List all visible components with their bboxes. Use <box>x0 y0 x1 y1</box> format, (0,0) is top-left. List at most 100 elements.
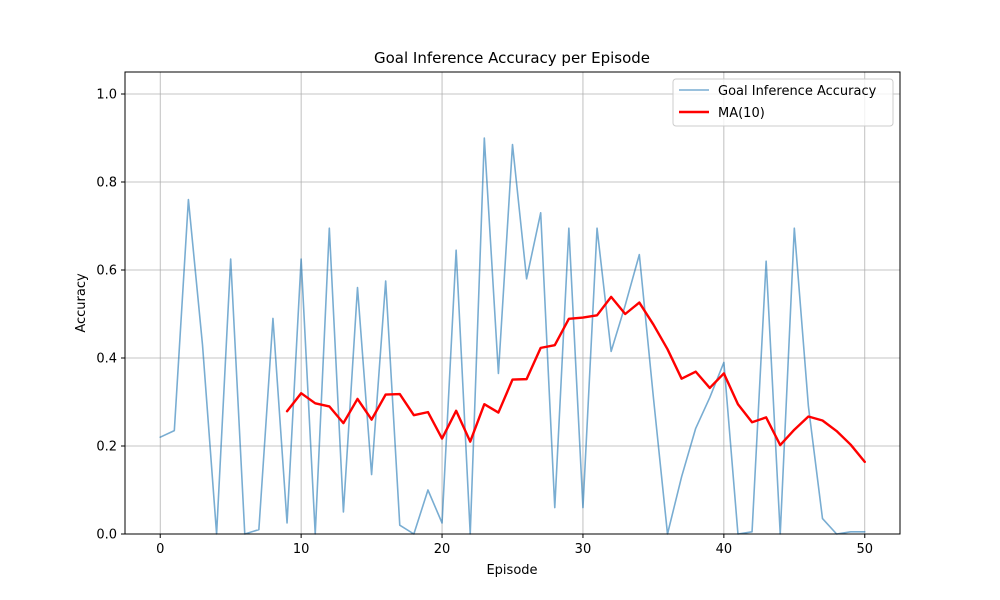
data-point-goal-inference-accuracy <box>568 227 570 229</box>
y-tick-label: 1.0 <box>96 88 117 103</box>
data-point-ma10 <box>807 415 809 417</box>
data-point-goal-inference-accuracy <box>441 522 443 524</box>
data-point-goal-inference-accuracy <box>300 258 302 260</box>
data-point-ma10 <box>554 344 556 346</box>
data-point-ma10 <box>539 347 541 349</box>
data-point-goal-inference-accuracy <box>187 198 189 200</box>
data-point-ma10 <box>582 316 584 318</box>
data-point-goal-inference-accuracy <box>483 137 485 139</box>
x-axis-label: Episode <box>486 563 537 578</box>
data-point-goal-inference-accuracy <box>511 143 513 145</box>
y-axis-label: Accuracy <box>74 273 89 333</box>
data-point-ma10 <box>835 430 837 432</box>
data-point-goal-inference-accuracy <box>399 524 401 526</box>
data-point-ma10 <box>300 392 302 394</box>
data-point-ma10 <box>723 372 725 374</box>
data-point-goal-inference-accuracy <box>864 531 866 533</box>
data-point-goal-inference-accuracy <box>610 350 612 352</box>
data-point-ma10 <box>680 377 682 379</box>
legend-box <box>672 78 894 127</box>
data-point-ma10 <box>652 323 654 325</box>
data-point-ma10 <box>413 414 415 416</box>
plot-frame <box>124 71 901 535</box>
data-point-goal-inference-accuracy <box>793 227 795 229</box>
series-line-goal-inference-accuracy <box>159 137 866 535</box>
chart-title: Goal Inference Accuracy per Episode <box>374 49 650 67</box>
data-point-goal-inference-accuracy <box>342 511 344 513</box>
data-point-ma10 <box>864 461 866 463</box>
data-point-goal-inference-accuracy <box>384 280 386 282</box>
data-point-goal-inference-accuracy <box>751 531 753 533</box>
data-point-ma10 <box>638 301 640 303</box>
data-point-goal-inference-accuracy <box>709 396 711 398</box>
data-point-goal-inference-accuracy <box>229 258 231 260</box>
data-point-ma10 <box>737 403 739 405</box>
data-point-ma10 <box>568 318 570 320</box>
data-point-goal-inference-accuracy <box>525 278 527 280</box>
y-tick-label: 0.0 <box>96 528 117 543</box>
data-point-goal-inference-accuracy <box>624 304 626 306</box>
series-lines <box>159 137 866 535</box>
data-point-ma10 <box>455 410 457 412</box>
legend: Goal Inference Accuracy MA(10) <box>672 78 894 127</box>
data-point-goal-inference-accuracy <box>638 253 640 255</box>
data-point-goal-inference-accuracy <box>554 506 556 508</box>
x-tick-label: 10 <box>293 542 310 557</box>
data-point-ma10 <box>370 418 372 420</box>
data-point-ma10 <box>399 393 401 395</box>
series-line-ma10 <box>285 295 866 464</box>
data-point-ma10 <box>469 440 471 442</box>
data-point-ma10 <box>779 444 781 446</box>
x-tick-label: 0 <box>156 542 164 557</box>
axis-ticks: 0 10 20 30 40 50 0.0 0.2 0.4 0.6 0.8 1.0 <box>96 88 873 558</box>
data-point-goal-inference-accuracy <box>201 344 203 346</box>
legend-label-goal-inference-accuracy: Goal Inference Accuracy <box>718 84 877 99</box>
data-point-goal-inference-accuracy <box>286 522 288 524</box>
data-point-ma10 <box>356 398 358 400</box>
data-point-goal-inference-accuracy <box>497 372 499 374</box>
y-tick-label: 0.2 <box>96 440 117 455</box>
data-point-goal-inference-accuracy <box>821 517 823 519</box>
y-tick-label: 0.8 <box>96 176 117 191</box>
data-point-ma10 <box>596 314 598 316</box>
data-point-goal-inference-accuracy <box>582 506 584 508</box>
data-point-goal-inference-accuracy <box>159 436 161 438</box>
data-point-goal-inference-accuracy <box>694 427 696 429</box>
y-tick-label: 0.4 <box>96 352 117 367</box>
data-point-goal-inference-accuracy <box>258 528 260 530</box>
data-point-ma10 <box>511 378 513 380</box>
data-point-ma10 <box>849 443 851 445</box>
data-point-ma10 <box>497 411 499 413</box>
data-point-ma10 <box>821 419 823 421</box>
data-point-goal-inference-accuracy <box>723 361 725 363</box>
data-point-goal-inference-accuracy <box>328 227 330 229</box>
data-point-goal-inference-accuracy <box>539 212 541 214</box>
data-point-ma10 <box>765 416 767 418</box>
data-point-ma10 <box>342 422 344 424</box>
x-tick-label: 50 <box>856 542 873 557</box>
data-point-ma10 <box>483 403 485 405</box>
x-tick-label: 40 <box>716 542 733 557</box>
data-point-goal-inference-accuracy <box>272 317 274 319</box>
data-point-ma10 <box>751 421 753 423</box>
data-point-ma10 <box>610 296 612 298</box>
data-point-goal-inference-accuracy <box>807 405 809 407</box>
y-tick-label: 0.6 <box>96 264 117 279</box>
data-point-ma10 <box>441 437 443 439</box>
data-point-goal-inference-accuracy <box>356 286 358 288</box>
x-tick-label: 20 <box>434 542 451 557</box>
data-point-ma10 <box>384 393 386 395</box>
data-point-ma10 <box>286 410 288 412</box>
data-point-goal-inference-accuracy <box>652 396 654 398</box>
data-point-goal-inference-accuracy <box>173 429 175 431</box>
legend-label-ma10: MA(10) <box>718 106 765 121</box>
data-point-goal-inference-accuracy <box>427 489 429 491</box>
data-point-ma10 <box>624 313 626 315</box>
data-point-goal-inference-accuracy <box>370 473 372 475</box>
data-point-ma10 <box>666 348 668 350</box>
data-point-ma10 <box>709 387 711 389</box>
data-point-ma10 <box>314 402 316 404</box>
data-point-goal-inference-accuracy <box>596 227 598 229</box>
